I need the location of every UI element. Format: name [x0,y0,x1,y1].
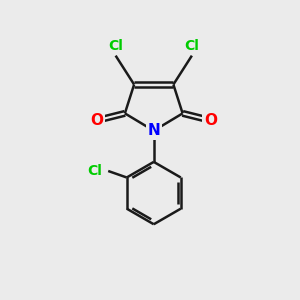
Text: N: N [147,123,160,138]
Text: Cl: Cl [88,164,102,178]
Text: Cl: Cl [108,39,123,53]
Text: Cl: Cl [184,39,199,53]
Text: O: O [204,113,217,128]
Text: O: O [91,113,104,128]
